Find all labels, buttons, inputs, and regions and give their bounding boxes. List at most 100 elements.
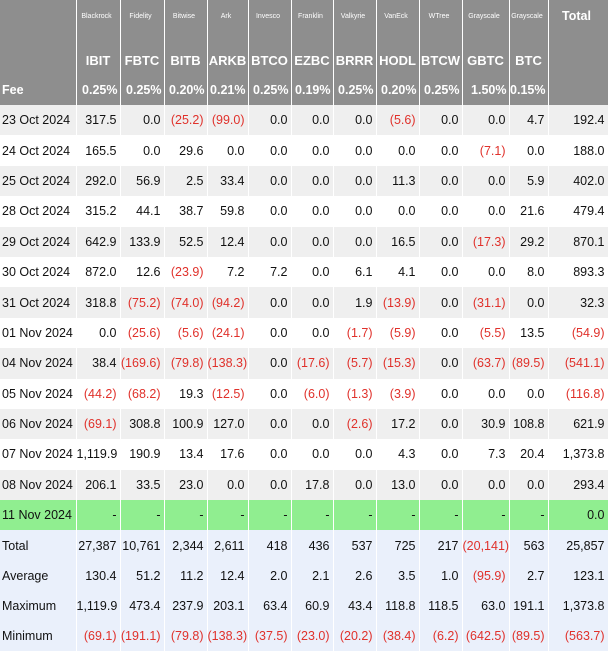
flow-value: 317.5	[76, 105, 121, 136]
flow-value: 0.0	[509, 378, 549, 409]
summary-value: 537	[333, 530, 377, 561]
flow-value: (2.6)	[333, 408, 377, 440]
flow-value: 1,119.9	[76, 439, 121, 470]
row-date: 29 Oct 2024	[0, 226, 77, 257]
flow-value: 0.0	[120, 105, 165, 136]
issuer-name: Bitwise	[164, 0, 208, 45]
flow-value: 0.0	[207, 469, 249, 501]
summary-value: 60.9	[291, 590, 334, 622]
flow-value: 108.8	[509, 408, 549, 440]
summary-value: (95.9)	[462, 560, 510, 591]
summary-value: 2.7	[509, 560, 549, 591]
flow-value: (99.0)	[207, 105, 249, 136]
table-row: 25 Oct 2024 292.0 56.9 2.5 33.4 0.0 0.0 0.0 11.3…	[0, 165, 608, 197]
table-row: 11 Nov 2024- - - - - - - - - - -0.0	[0, 500, 608, 531]
row-total: 293.4	[548, 469, 608, 501]
flow-value: -	[376, 500, 420, 531]
flow-value: 0.0	[376, 196, 420, 227]
summary-label: Maximum	[0, 590, 77, 622]
summary-value: 25,857	[548, 530, 608, 561]
summary-value: 237.9	[164, 590, 208, 622]
summary-value: 130.4	[76, 560, 121, 591]
flow-value: 12.6	[120, 256, 165, 288]
summary-row: Minimum (69.1) (191.1) (79.8) (138.3) (37.5)(…	[0, 621, 608, 651]
issuer-name: Ark	[207, 0, 249, 45]
flow-value: (12.5)	[207, 378, 249, 409]
flow-value: (5.6)	[164, 317, 208, 349]
flow-value: 165.5	[76, 135, 121, 166]
ticker-symbol: BTCO	[248, 45, 292, 75]
flow-value: 0.0	[248, 196, 292, 227]
table-row: 08 Nov 2024 206.1 33.5 23.0 0.0 0.0 17.8 0.0 13.…	[0, 469, 608, 501]
flow-value: (89.5)	[509, 348, 549, 379]
summary-value: 10,761	[120, 530, 165, 561]
summary-value: (642.5)	[462, 621, 510, 651]
flow-value: 642.9	[76, 226, 121, 257]
flow-value: 0.0	[248, 348, 292, 379]
flow-value: 0.0	[509, 287, 549, 318]
fee-value: 0.20%	[164, 75, 208, 105]
flow-value: 0.0	[333, 196, 377, 227]
row-date: 24 Oct 2024	[0, 135, 77, 166]
summary-value: (563.7)	[548, 621, 608, 651]
table-row: 28 Oct 2024 315.2 44.1 38.7 59.8 0.0 0.0 0.0 0.0…	[0, 196, 608, 227]
flow-value: 30.9	[462, 408, 510, 440]
flow-value: 0.0	[509, 135, 549, 166]
flow-value: -	[248, 500, 292, 531]
flow-value: 100.9	[164, 408, 208, 440]
flow-value: 0.0	[419, 348, 463, 379]
flow-value: 23.0	[164, 469, 208, 501]
flow-value: (63.7)	[462, 348, 510, 379]
flow-value: (24.1)	[207, 317, 249, 349]
issuer-name: Franklin	[291, 0, 334, 45]
fee-row: Fee 0.25% 0.25% 0.20% 0.21% 0.25% 0.19% 0.25% 0.…	[0, 75, 608, 105]
fee-value: 0.25%	[419, 75, 463, 105]
flow-value: (94.2)	[207, 287, 249, 318]
flow-value: 0.0	[291, 317, 334, 349]
table-row: 07 Nov 2024 1,119.9 190.9 13.4 17.6 0.0 0.0 0.0…	[0, 439, 608, 470]
flow-value: (68.2)	[120, 378, 165, 409]
summary-value: 118.5	[419, 590, 463, 622]
flow-value: 133.9	[120, 226, 165, 257]
issuer-name: VanEck	[376, 0, 420, 45]
summary-value: 11.2	[164, 560, 208, 591]
issuer-name: Valkyrie	[333, 0, 377, 45]
flow-value: 11.3	[376, 165, 420, 197]
ticker-symbol: BITB	[164, 45, 208, 75]
row-date: 06 Nov 2024	[0, 408, 77, 440]
flow-value: 4.7	[509, 105, 549, 136]
summary-value: 3.5	[376, 560, 420, 591]
summary-value: (6.2)	[419, 621, 463, 651]
table-row: 01 Nov 2024 0.0 (25.6) (5.6) (24.1) 0.0 0.0 (1.…	[0, 317, 608, 349]
flow-value: 0.0	[248, 317, 292, 349]
flow-value: 33.5	[120, 469, 165, 501]
summary-value: 2,611	[207, 530, 249, 561]
flow-value: (44.2)	[76, 378, 121, 409]
flow-value: 0.0	[462, 165, 510, 197]
ticker-symbol: IBIT	[76, 45, 121, 75]
fee-value: 0.25%	[76, 75, 121, 105]
ticker-symbol: FBTC	[120, 45, 165, 75]
flow-value: 318.8	[76, 287, 121, 318]
summary-value: (69.1)	[76, 621, 121, 651]
flow-value: 0.0	[248, 469, 292, 501]
header-corner	[0, 0, 77, 45]
flow-value: 6.1	[333, 256, 377, 288]
flow-value: (75.2)	[120, 287, 165, 318]
flow-value: 4.3	[376, 439, 420, 470]
summary-value: 63.0	[462, 590, 510, 622]
row-total: 32.3	[548, 287, 608, 318]
summary-label: Average	[0, 560, 77, 591]
flow-value: (15.3)	[376, 348, 420, 379]
row-total: 402.0	[548, 165, 608, 197]
flow-value: 8.0	[509, 256, 549, 288]
fee-value: 0.19%	[291, 75, 334, 105]
flow-value: 0.0	[419, 105, 463, 136]
flow-value: 0.0	[462, 469, 510, 501]
row-total: 870.1	[548, 226, 608, 257]
flow-value: 7.2	[248, 256, 292, 288]
flow-value: 7.2	[207, 256, 249, 288]
flow-value: 0.0	[333, 135, 377, 166]
row-date: 11 Nov 2024	[0, 500, 77, 531]
summary-value: 217	[419, 530, 463, 561]
